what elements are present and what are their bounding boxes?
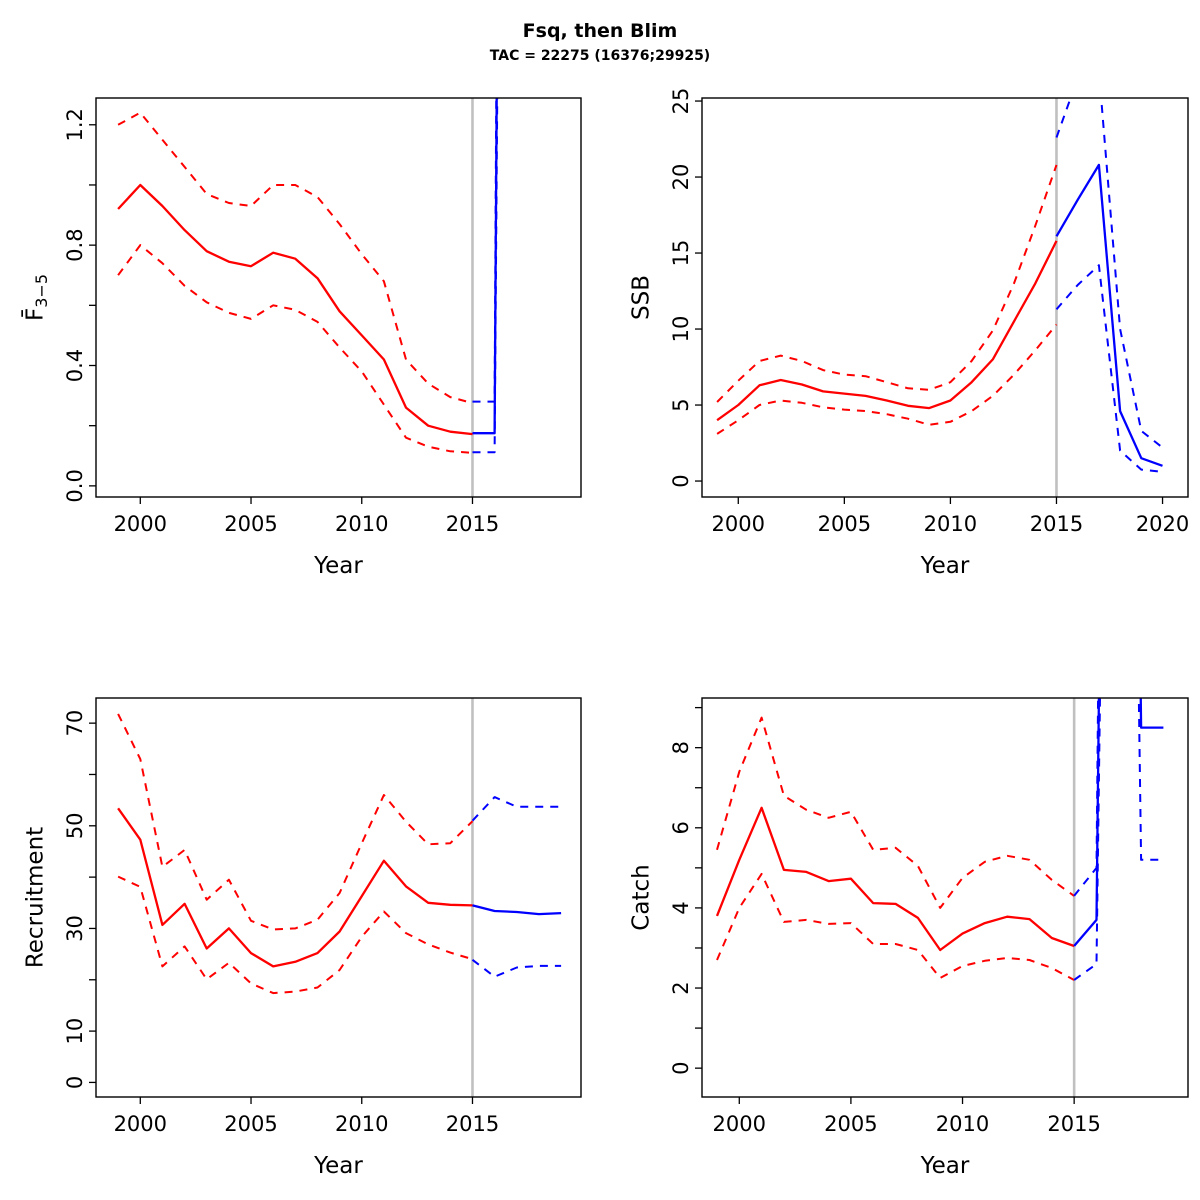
y-tick-label: 6 (669, 821, 693, 834)
x-tick-label: 2000 (712, 512, 765, 536)
fbar-x-axis-title: Year (313, 553, 363, 579)
ssb-hist-lower-line (716, 323, 1058, 435)
y-tick-label: 0 (669, 1061, 693, 1074)
x-tick-label: 2010 (936, 1112, 989, 1136)
x-tick-label: 2020 (1136, 512, 1189, 536)
panel-fbar: 2000 2005 2010 2015 0.0 0.4 0.8 1.2 Year F̄3−5 (20, 97, 582, 579)
catch-forecast-median-line (1073, 698, 1164, 947)
x-tick-label: 2015 (1047, 1112, 1100, 1136)
y-tick-label: 10 (63, 1018, 87, 1045)
ssb-plot-box (701, 97, 1189, 498)
x-tick-label: 2000 (114, 512, 167, 536)
x-tick-label: 2005 (224, 512, 277, 536)
ssb-hist-upper-line (716, 164, 1058, 403)
ssb-axes: 2000 2005 2010 2015 2020 0 5 10 15 20 25 (669, 88, 1189, 536)
y-tick-label: 5 (669, 398, 693, 411)
recruitment-y-axis-title: Recruitment (23, 827, 49, 968)
fbar-hist-median-line (117, 183, 473, 436)
x-tick-label: 2015 (1030, 512, 1083, 536)
recruitment-x-axis-title: Year (313, 1153, 363, 1179)
recruitment-axes: 2000 2005 2010 2015 0 10 30 50 70 (63, 710, 499, 1136)
ssb-forecast-upper-line (1055, 98, 1164, 449)
recruitment-forecast-upper-line (471, 796, 562, 822)
recruitment-forecast-lower-line (471, 959, 562, 978)
y-tick-label: 8 (669, 741, 693, 754)
catch-hist-median-line (715, 806, 1075, 952)
ssb-forecast-lower-line (1055, 264, 1163, 473)
fbar-axes: 2000 2005 2010 2015 0.0 0.4 0.8 1.2 (63, 108, 499, 536)
fbar-y-axis-title: F̄3−5 (20, 274, 50, 321)
ssb-forecast-median-line (1055, 163, 1163, 467)
panel-recruitment: 2000 2005 2010 2015 0 10 30 50 70 Year Recruitment (23, 697, 582, 1179)
ssb-series (716, 98, 1164, 473)
fbar-forecast-upper-line (472, 98, 498, 403)
x-tick-label: 2015 (446, 1112, 499, 1136)
y-tick-label: 0 (669, 474, 693, 487)
catch-hist-upper-line (716, 716, 1075, 909)
catch-y-axis-title: Catch (629, 864, 655, 930)
ssb-y-axis-title: SSB (629, 275, 655, 320)
catch-axes: 2000 2005 2010 2015 0 2 4 6 8 (669, 706, 1101, 1136)
panel-ssb: 2000 2005 2010 2015 2020 0 5 10 15 20 25 Year SSB (629, 88, 1190, 579)
y-tick-label: 1.2 (63, 108, 87, 141)
catch-x-axis-title: Year (920, 1153, 970, 1179)
recruitment-hist-median-line (117, 807, 473, 968)
recruitment-series (117, 713, 562, 995)
x-tick-label: 2005 (224, 1112, 277, 1136)
recruitment-hist-lower-line (117, 875, 473, 995)
ssb-x-axis-title: Year (920, 553, 970, 579)
y-tick-label: 70 (63, 710, 87, 737)
catch-forecast-upper-line (1073, 698, 1100, 897)
y-tick-label: 0.8 (63, 228, 87, 261)
catch-hist-lower-line (716, 872, 1075, 981)
x-tick-label: 2000 (114, 1112, 167, 1136)
catch-forecast-lower-line (1073, 698, 1164, 981)
y-tick-label: 15 (669, 240, 693, 267)
x-tick-label: 2000 (713, 1112, 766, 1136)
chart-subtitle: TAC = 22275 (16376;29925) (489, 48, 711, 64)
x-tick-label: 2005 (824, 1112, 877, 1136)
y-tick-label: 50 (63, 812, 87, 839)
y-tick-label: 30 (63, 915, 87, 942)
y-tick-label: 2 (669, 981, 693, 994)
y-tick-label: 0.0 (63, 469, 87, 502)
chart-title: Fsq, then Blim (522, 20, 678, 42)
x-tick-label: 2005 (818, 512, 871, 536)
y-tick-label: 0 (63, 1076, 87, 1089)
x-tick-label: 2010 (924, 512, 977, 536)
y-tick-label: 20 (669, 164, 693, 191)
fbar-series (117, 98, 499, 454)
y-tick-label: 25 (669, 88, 693, 115)
fbar-forecast-lower-line (472, 98, 499, 454)
catch-series (715, 698, 1164, 981)
y-tick-label: 10 (669, 316, 693, 343)
ssb-hist-median-line (716, 240, 1058, 422)
x-tick-label: 2010 (335, 1112, 388, 1136)
y-tick-label: 4 (669, 901, 693, 914)
recruitment-hist-upper-line (117, 713, 474, 931)
panel-catch: 2000 2005 2010 2015 0 2 4 6 8 Year Catch (629, 697, 1189, 1179)
fbar-forecast-median-line (472, 98, 498, 435)
y-tick-label: 0.4 (63, 349, 87, 382)
recruitment-plot-box (95, 697, 582, 1098)
fbar-hist-lower-line (117, 244, 473, 454)
recruitment-forecast-median-line (472, 904, 562, 916)
x-tick-label: 2015 (446, 512, 499, 536)
x-tick-label: 2010 (335, 512, 388, 536)
catch-plot-box (701, 697, 1189, 1098)
fbar-plot-box (95, 97, 582, 498)
fbar-hist-upper-line (117, 111, 473, 405)
